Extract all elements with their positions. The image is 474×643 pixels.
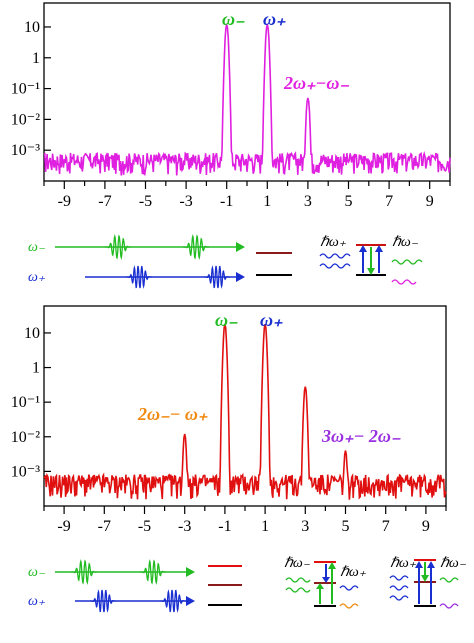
scheme-omega-minus-label-top: ω₋ [28, 240, 46, 255]
x-tick-label: -1 [220, 193, 233, 210]
photon-wave-magenta-top [391, 279, 417, 285]
x-tick-label: -5 [139, 193, 152, 210]
photon-wave-blue-2c-bottom [389, 595, 409, 601]
x-tick-label: 3 [301, 518, 309, 535]
y-tick-label: 10 [24, 19, 40, 36]
x-tick-label: -3 [179, 193, 192, 210]
y-ticks-bottom: 10 1 10⁻¹ 10⁻² 10⁻³ [11, 325, 51, 480]
pulse-blue-2-top [204, 265, 230, 289]
pulse-blue-1-bottom [90, 589, 116, 613]
scheme-omega-plus-label-bottom: ω₊ [28, 594, 46, 609]
annotation-omega-minus-top: ω₋ [222, 9, 245, 29]
pulse-blue-2-bottom [160, 589, 186, 613]
scheme-top: ω₋ ω₊ ℏω₊ ℏω₋ [28, 233, 423, 289]
x-tick-label: -3 [178, 518, 191, 535]
x-tick-label: -1 [218, 518, 231, 535]
annotation-2wminus-minus-wplus: 2ω₋− ω₊ [137, 404, 208, 424]
y-tick-label: 10⁻¹ [11, 81, 40, 98]
photon-minus-label-bottom-2: ℏω₋ [440, 556, 467, 571]
pulse-green-1-bottom [71, 558, 97, 585]
y-tick-label: 10⁻² [11, 429, 40, 446]
annotation-3wplus-minus-2wminus: 3ω₊− 2ω₋ [321, 426, 401, 446]
x-tick-label: 3 [304, 193, 312, 210]
scheme-bottom: ω₋ ω₊ ℏω₋ ℏω₊ ℏω₊ [28, 556, 467, 613]
photon-wave-blue-1-top [319, 253, 351, 259]
y-ticks-top: 10 1 10⁻¹ 10⁻² 10⁻³ [11, 19, 51, 159]
y-tick-label: 10⁻³ [11, 142, 40, 159]
photon-plus-label-top: ℏω₊ [320, 235, 347, 250]
x-tick-label: 5 [345, 193, 353, 210]
series-line-bottom [43, 323, 447, 500]
y-tick-label: 1 [32, 50, 40, 67]
annotation-2wplus-minus-wminus: 2ω₊−ω₋ [283, 73, 349, 93]
photon-minus-label-bottom-1: ℏω₋ [284, 556, 311, 571]
scheme-omega-minus-label-bottom: ω₋ [28, 565, 46, 580]
photon-minus-label-top: ℏω₋ [392, 235, 419, 250]
y-tick-label: 10 [24, 325, 40, 342]
x-tick-label: -5 [138, 518, 151, 535]
arrowhead-green-down-top [367, 268, 375, 275]
pulse-blue-1-top [126, 265, 152, 289]
arrowhead-green-bottom [186, 567, 195, 577]
diagram-1-arrowhead-green-up [316, 583, 324, 589]
photon-wave-purple-bottom [439, 603, 459, 609]
x-tick-label: 1 [261, 518, 269, 535]
series-line-top [43, 24, 451, 177]
x-tick-label: 9 [422, 518, 430, 535]
photon-wave-blue-bottom-1 [339, 585, 359, 591]
arrowhead-blue-up-top [359, 245, 367, 252]
diagram-2-arrowhead-blue-up-2 [427, 561, 435, 568]
y-tick-label: 10⁻² [11, 111, 40, 128]
diagram-1-arrowhead-green-up-2 [328, 562, 336, 569]
x-tick-label: -7 [98, 193, 111, 210]
pulse-green-2-top [183, 233, 209, 260]
y-tick-label: 10⁻³ [11, 463, 40, 480]
scheme-omega-plus-label-top: ω₊ [28, 270, 46, 285]
photon-wave-green-top [391, 259, 423, 265]
photon-wave-green-2-bottom [285, 587, 311, 593]
arrowhead-blue-bottom [186, 596, 195, 606]
y-tick-label: 10⁻¹ [11, 394, 40, 411]
x-tick-label: -9 [57, 518, 70, 535]
photon-wave-blue-2b-bottom [389, 585, 409, 591]
photon-plus-label-bottom-1: ℏω₊ [340, 565, 367, 580]
pulse-green-1-top [105, 233, 131, 260]
chart-bottom: 10 1 10⁻¹ 10⁻² 10⁻³ -9 -7 -5 -3 -1 1 3 5 7 9 ω₋ ω₊ 2ω… [11, 305, 447, 535]
x-tick-label: 1 [263, 193, 271, 210]
y-tick-label: 1 [32, 360, 40, 377]
annotation-omega-plus-bottom: ω₊ [260, 310, 283, 330]
x-ticks-top: -9 -7 -5 -3 -1 1 3 5 7 9 [43, 181, 451, 210]
pulse-green-2-bottom [140, 558, 166, 585]
x-tick-label: 9 [426, 193, 434, 210]
diagram-2-arrowhead-blue-up [415, 561, 423, 568]
diagram-2-arrowhead-green-down [421, 575, 429, 582]
photon-wave-blue-2a-bottom [389, 575, 409, 581]
x-tick-label: -7 [98, 518, 111, 535]
photon-wave-orange-bottom [339, 603, 359, 609]
x-tick-label: -9 [58, 193, 71, 210]
photon-wave-blue-2-top [319, 263, 351, 269]
arrowhead-blue-up-2-top [375, 245, 383, 252]
photon-plus-label-bottom-2: ℏω₊ [390, 556, 417, 571]
arrowhead-green-top [236, 242, 245, 252]
x-tick-label: 7 [385, 193, 393, 210]
annotation-omega-minus-bottom: ω₋ [215, 310, 238, 330]
photon-wave-green-bottom-2 [439, 577, 459, 583]
annotation-omega-plus-top: ω₊ [263, 9, 286, 29]
x-ticks-bottom: -9 -7 -5 -3 -1 1 3 5 7 9 [43, 506, 447, 535]
chart-top: 10 1 10⁻¹ 10⁻² 10⁻³ -9 -7 -5 -3 -1 1 3 5 7 9 ω₋ ω₊ 2ω… [11, 2, 451, 210]
diagram-1-arrowhead-blue-down [322, 577, 330, 583]
x-tick-label: 7 [382, 518, 390, 535]
photon-wave-green-1-bottom [285, 577, 311, 583]
x-tick-label: 5 [342, 518, 350, 535]
arrowhead-blue-top [236, 272, 245, 282]
